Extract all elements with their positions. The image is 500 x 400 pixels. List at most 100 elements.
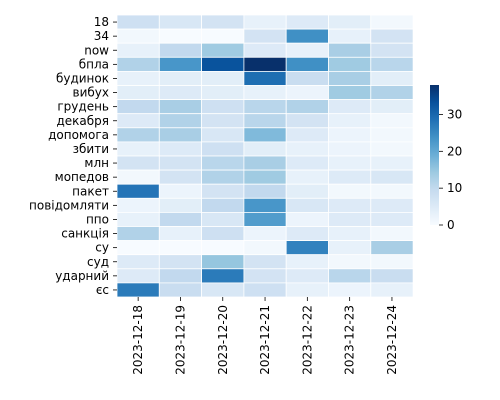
heatmap-cell [116,28,160,44]
heatmap-cell [285,141,329,157]
heatmap-cell [370,99,414,115]
heatmap-cell [201,56,245,72]
heatmap-cell [328,56,372,72]
x-tick-label: 2023-12-22 [300,305,314,375]
heatmap-cell [201,14,245,30]
heatmap-cell [158,127,203,143]
heatmap-cell [370,113,414,129]
heatmap-cell [243,211,287,227]
heatmap-cell [370,268,414,284]
y-tick-label: грудень [57,100,109,114]
heatmap-cell [201,240,245,256]
heatmap-cell [370,169,414,185]
heatmap-cell [370,254,414,270]
heatmap-cell [158,155,203,171]
heatmap-cell [201,226,245,242]
heatmap-cell [201,211,245,227]
heatmap-cell [116,99,160,115]
heatmap-cell [243,240,287,256]
y-tick-label: ударний [55,269,109,283]
heatmap-cell [243,56,287,72]
heatmap-cell [243,113,287,129]
y-tick-label: декабря [56,114,109,128]
heatmap-cell [243,197,287,213]
heatmap-cell [285,113,329,129]
heatmap-cell [370,56,414,72]
heatmap-cell [370,211,414,227]
heatmap-cell [328,14,372,30]
heatmap-cell [243,71,287,86]
y-tick-label: допомога [48,128,109,142]
heatmap-cell [158,85,203,101]
heatmap-cell [328,211,372,227]
heatmap-cell [116,254,160,270]
heatmap-cell [285,254,329,270]
y-tick-label: мопедов [55,170,109,184]
x-tick-label: 2023-12-19 [173,305,187,375]
heatmap-cell [370,155,414,171]
heatmap-cell [285,155,329,171]
heatmap-cell [370,141,414,157]
heatmap-cell [201,141,245,157]
heatmap-cell [201,127,245,143]
heatmap-cell [285,211,329,227]
heatmap-cell [328,99,372,115]
heatmap-cell [158,99,203,115]
heatmap-cell [328,127,372,143]
heatmap-cell [285,226,329,242]
heatmap-cell [370,42,414,58]
heatmap-cell [328,226,372,242]
heatmap-cell [243,14,287,30]
heatmap-cell [285,14,329,30]
heatmap-cell [116,268,160,284]
heatmap-cell [116,42,160,58]
x-tick-label: 2023-12-18 [131,305,145,375]
heatmap-cell [328,183,372,199]
heatmap-cell [243,42,287,58]
y-tick-label: повідомляти [29,198,109,212]
heatmap-cells [116,14,414,298]
heatmap-cell [285,197,329,213]
heatmap-cell [243,127,287,143]
heatmap-cell [116,226,160,242]
heatmap-cell [116,85,160,101]
y-tick-label: будинок [56,71,109,85]
heatmap-cell [116,155,160,171]
heatmap-cell [158,71,203,86]
heatmap-cell [285,42,329,58]
heatmap-cell [116,113,160,129]
heatmap-cell [158,141,203,157]
heatmap-cell [328,85,372,101]
y-tick-label: пакет [72,184,109,198]
heatmap-cell [285,127,329,143]
heatmap-cell [285,71,329,86]
heatmap-cell [285,28,329,44]
heatmap-cell [158,211,203,227]
heatmap-cell [243,85,287,101]
heatmap-cell [328,254,372,270]
heatmap-cell [201,99,245,115]
heatmap-cell [285,99,329,115]
y-tick-label: суд [87,255,109,269]
heatmap-cell [243,226,287,242]
heatmap-cell [328,169,372,185]
heatmap-cell [116,127,160,143]
colorbar-gradient [430,85,439,225]
heatmap-cell [201,113,245,129]
heatmap-cell [158,56,203,72]
y-tick-label: 34 [94,29,109,43]
heatmap-cell [285,56,329,72]
heatmap-cell [201,254,245,270]
colorbar-tick-label: 0 [447,218,455,232]
heatmap-cell [243,99,287,115]
heatmap-cell [116,169,160,185]
heatmap-cell [328,282,372,298]
heatmap-cell [243,254,287,270]
heatmap-cell [158,197,203,213]
y-tick-label: now [84,43,109,57]
heatmap-cell [201,169,245,185]
heatmap-cell [116,282,160,298]
x-tick-labels: 2023-12-18 2023-12-19 2023-12-20 2023-12-21… [131,297,399,375]
heatmap-cell [158,113,203,129]
heatmap-cell [370,85,414,101]
